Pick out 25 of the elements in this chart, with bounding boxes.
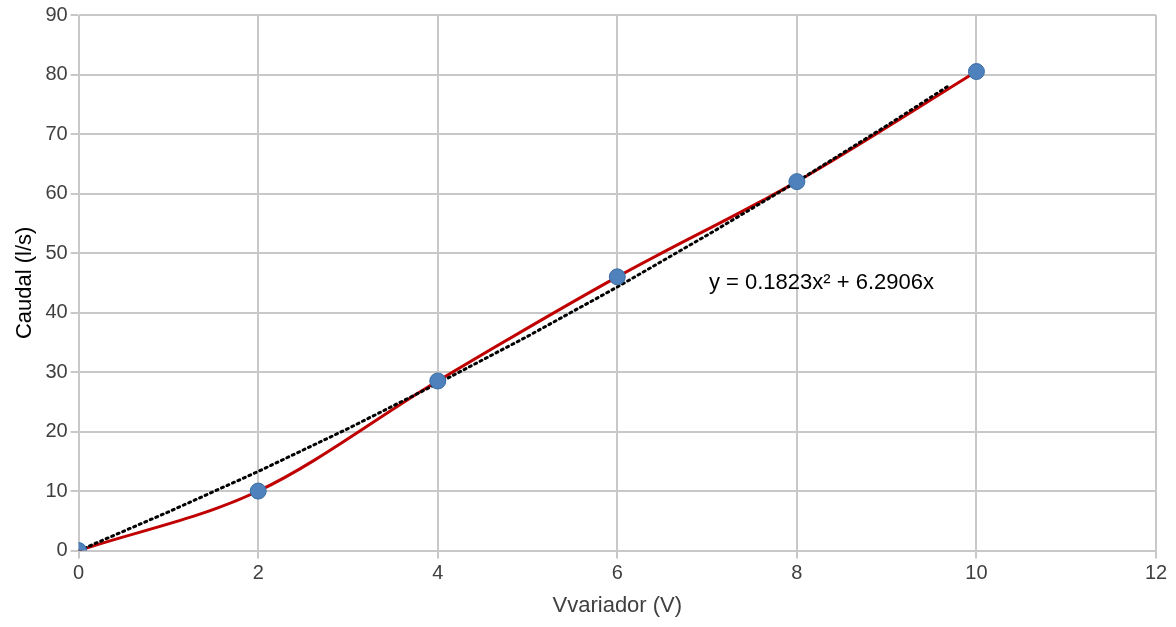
x-tick-label: 6 <box>611 561 623 584</box>
y-tick-label: 50 <box>45 240 68 263</box>
point <box>788 173 806 191</box>
x-tick-label: 2 <box>252 561 264 584</box>
point <box>429 372 447 390</box>
x-tick-label: 10 <box>965 561 988 584</box>
x-axis-title: Vvariador (V) <box>552 591 683 617</box>
y-tick-label: 30 <box>45 359 68 382</box>
y-axis-title: Caudal (l/s) <box>11 226 37 340</box>
x-tick-label: 8 <box>791 561 803 584</box>
y-tick-label: 70 <box>45 121 68 144</box>
y-tick-label: 20 <box>45 419 68 442</box>
x-tick-label: 12 <box>1144 561 1168 584</box>
point <box>249 482 267 500</box>
point <box>608 268 626 286</box>
x-tick-label: 0 <box>73 561 85 584</box>
x-tick-label: 4 <box>432 561 444 584</box>
annotation: y = 0.1823x² + 6.2906x <box>708 268 934 294</box>
y-tick-label: 0 <box>56 538 68 561</box>
y-tick-label: 80 <box>45 62 68 85</box>
y-tick-label: 10 <box>45 478 68 501</box>
y-tick-label: 60 <box>45 181 68 204</box>
point <box>967 63 985 81</box>
y-tick-label: 90 <box>45 2 68 25</box>
y-tick-label: 40 <box>45 300 68 323</box>
